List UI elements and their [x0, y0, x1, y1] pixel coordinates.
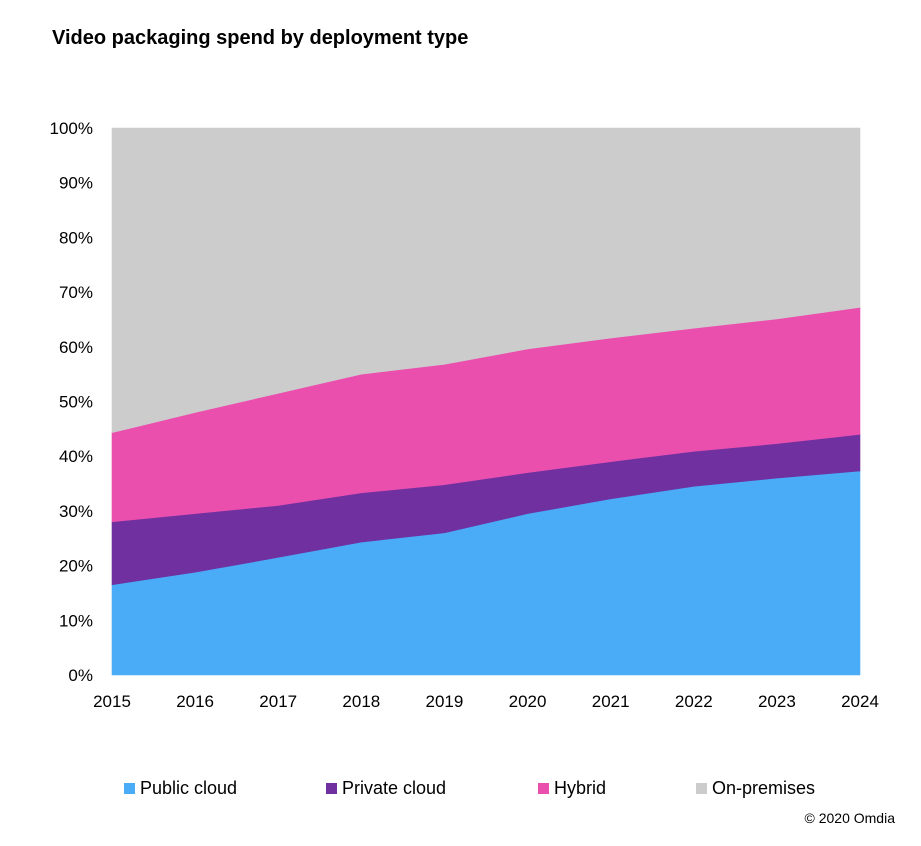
x-tick-label: 2020: [509, 692, 547, 711]
legend-item-hybrid: Hybrid: [538, 778, 606, 799]
y-tick-label: 70%: [59, 283, 93, 302]
legend-item-public-cloud: Public cloud: [124, 778, 237, 799]
x-tick-label: 2021: [592, 692, 630, 711]
y-axis: 0% 10% 20% 30% 40% 50% 60% 70% 80% 90% 100%: [50, 119, 93, 685]
x-tick-label: 2018: [342, 692, 380, 711]
y-tick-label: 20%: [59, 557, 93, 576]
x-tick-label: 2019: [426, 692, 464, 711]
y-tick-label: 60%: [59, 338, 93, 357]
y-tick-label: 80%: [59, 228, 93, 247]
legend-label-hybrid: Hybrid: [554, 778, 607, 798]
chart-title: Video packaging spend by deployment type: [52, 27, 469, 49]
x-tick-label: 2022: [675, 692, 713, 711]
x-tick-label: 2023: [758, 692, 796, 711]
legend-item-on-premises: On-premises: [696, 778, 815, 799]
plot-areas: [111, 127, 861, 676]
legend-label-public-cloud: Public cloud: [140, 778, 238, 798]
copyright-text: © 2020 Omdia: [804, 810, 895, 826]
legend-swatch-private-cloud: [326, 783, 337, 794]
legend-swatch-public-cloud: [124, 783, 135, 794]
x-tick-label: 2016: [176, 692, 214, 711]
area-on-premises: [111, 127, 861, 434]
x-tick-label: 2024: [841, 692, 879, 711]
y-tick-label: 50%: [59, 393, 93, 412]
y-tick-label: 40%: [59, 447, 93, 466]
y-tick-label: 10%: [59, 611, 93, 630]
legend-swatch-on-premises: [696, 783, 707, 794]
x-tick-label: 2015: [93, 692, 131, 711]
legend-item-private-cloud: Private cloud: [326, 778, 446, 799]
x-axis: 2015 2016 2017 2018 2019 2020 2021 2022 2023 2024: [93, 692, 879, 711]
legend-label-on-premises: On-premises: [712, 778, 816, 798]
legend: Public cloud Private cloud Hybrid On-pre…: [0, 778, 921, 802]
x-tick-label: 2017: [259, 692, 297, 711]
y-tick-label: 100%: [50, 119, 93, 138]
y-tick-label: 0%: [68, 666, 93, 685]
y-tick-label: 30%: [59, 502, 93, 521]
legend-swatch-hybrid: [538, 783, 549, 794]
y-tick-label: 90%: [59, 174, 93, 193]
legend-label-private-cloud: Private cloud: [342, 778, 447, 798]
